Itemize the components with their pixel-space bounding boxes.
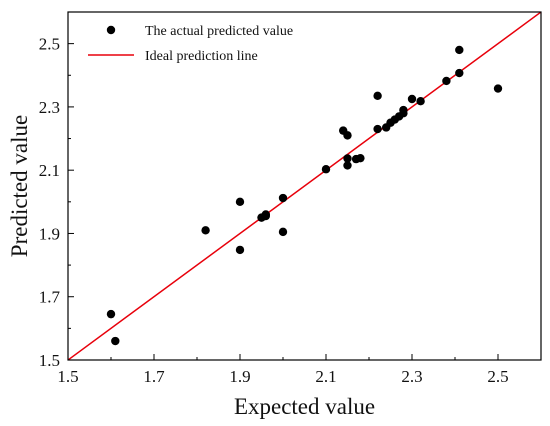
data-point (373, 124, 382, 134)
x-tick-label: 2.3 (401, 367, 422, 386)
data-point (416, 97, 425, 106)
y-tick-label: 2.3 (39, 98, 60, 117)
legend-label-actual: The actual predicted value (145, 24, 293, 39)
data-point (455, 68, 464, 78)
data-point (399, 105, 408, 115)
data-point (442, 76, 451, 86)
x-tick-label: 1.5 (57, 367, 78, 386)
data-point (321, 165, 331, 174)
data-point (201, 226, 210, 235)
data-point (111, 336, 120, 346)
x-tick-label: 1.9 (229, 367, 250, 386)
data-point (278, 227, 288, 237)
x-tick-label: 1.7 (143, 367, 165, 386)
data-point (493, 84, 503, 93)
data-point (278, 193, 288, 203)
data-point (235, 197, 245, 207)
legend-marker-actual (106, 25, 116, 35)
data-point (261, 211, 270, 221)
data-point (106, 309, 116, 319)
y-tick-label: 2.1 (39, 161, 60, 180)
legend: The actual predicted value Ideal predict… (88, 24, 293, 64)
x-axis-title: Expected value (234, 394, 375, 419)
plot-frame (67, 11, 542, 361)
data-point (455, 45, 464, 55)
x-tick-label: 2.5 (487, 367, 508, 386)
legend-label-ideal: Ideal prediction line (145, 49, 258, 64)
data-point (343, 131, 352, 140)
data-point (407, 94, 417, 104)
data-point (356, 153, 365, 163)
ideal-prediction-line (68, 12, 541, 360)
data-point (343, 154, 352, 163)
y-tick-label: 1.9 (39, 224, 60, 243)
y-tick-label: 2.5 (39, 35, 60, 54)
data-point (343, 161, 352, 170)
y-tick-label: 1.5 (39, 351, 60, 370)
axes: 1.5 1.7 1.9 2.1 2.3 2.5 1.5 1.7 1.9 2.1 2.3 2.5 (39, 11, 542, 386)
data-point (373, 91, 382, 101)
plot-area (68, 12, 541, 360)
y-axis-title: Predicted value (7, 115, 32, 257)
data-point (235, 245, 245, 255)
x-tick-label: 2.1 (315, 367, 336, 386)
y-tick-label: 1.7 (39, 288, 61, 307)
